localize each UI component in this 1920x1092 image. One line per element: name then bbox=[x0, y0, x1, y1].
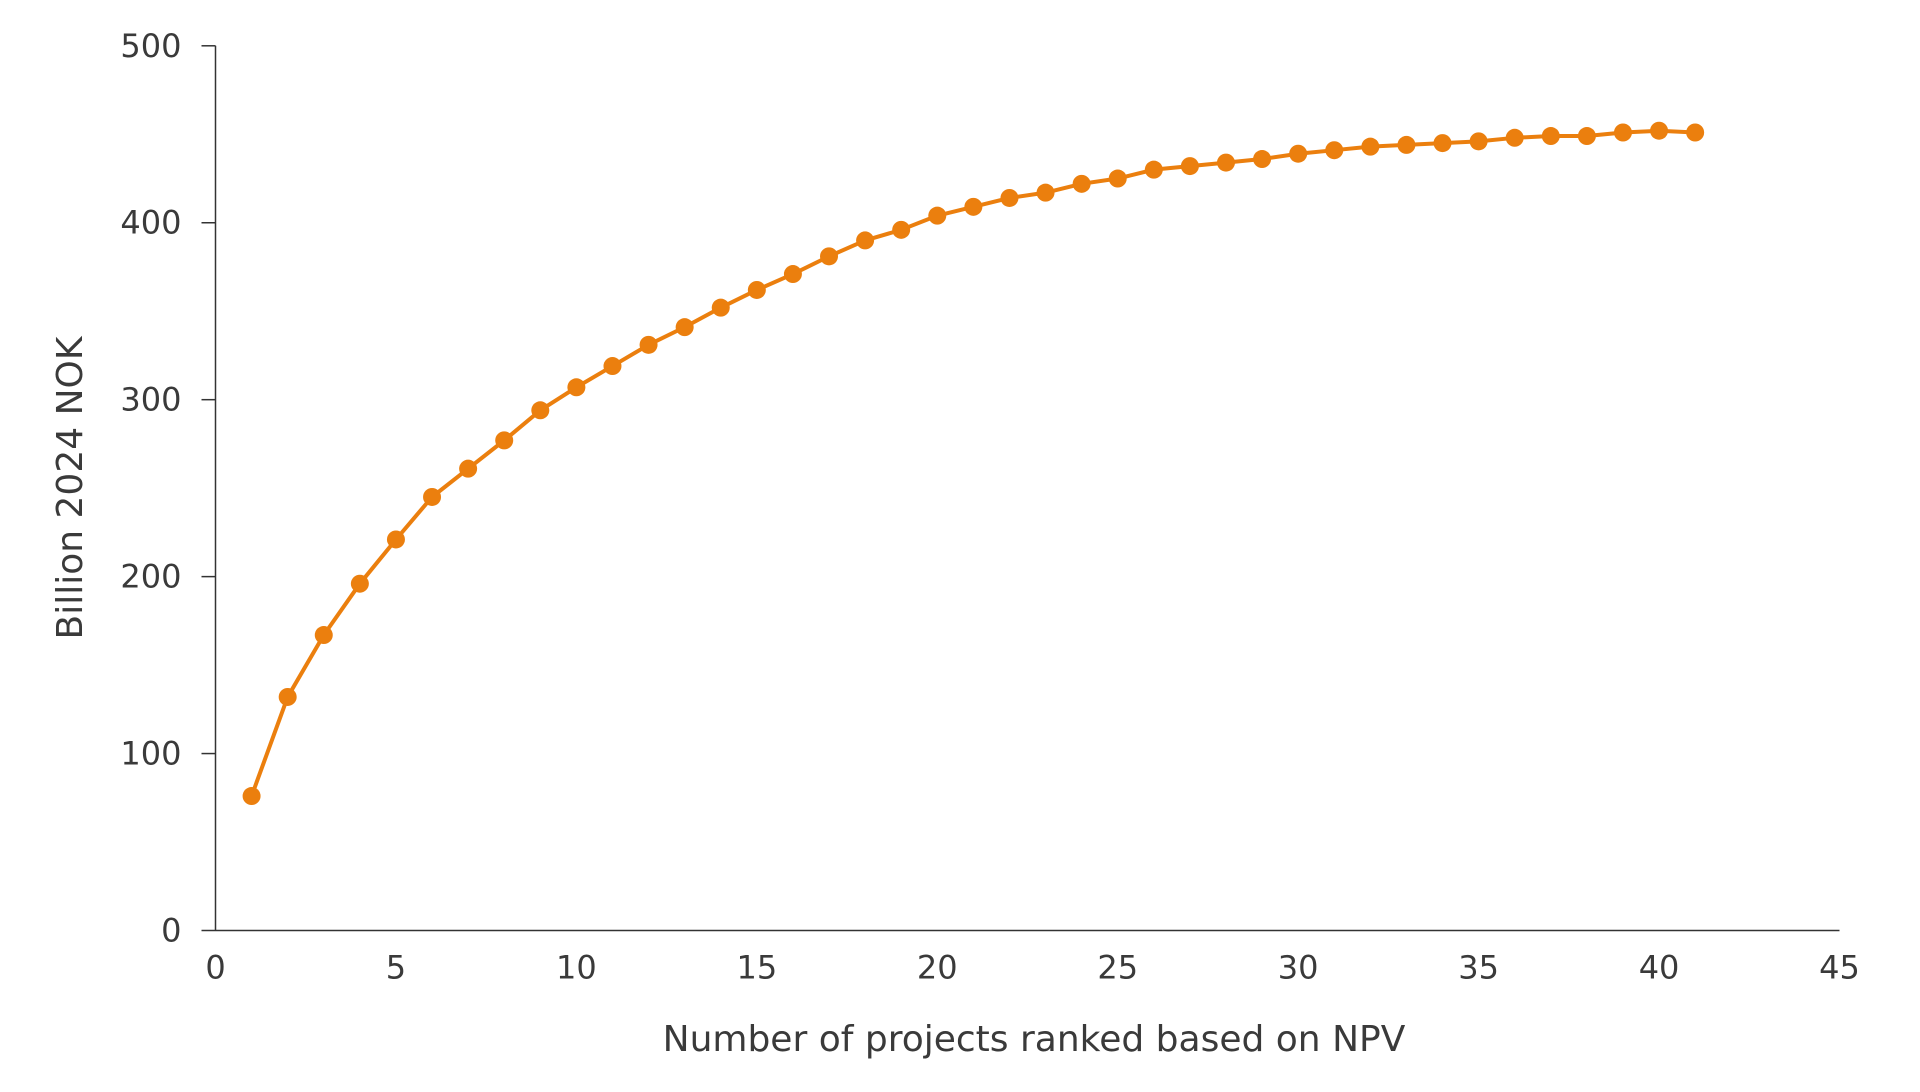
data-point bbox=[1072, 174, 1091, 193]
data-point bbox=[1325, 141, 1344, 160]
data-point bbox=[459, 459, 478, 478]
data-point bbox=[1216, 153, 1235, 172]
x-tick-label: 10 bbox=[556, 949, 597, 987]
y-tick-label: 100 bbox=[120, 735, 181, 773]
tick-labels: 0 5 10 15 20 25 30 35 40 45 0 100 200 300 400 500 bbox=[120, 27, 1859, 987]
x-axis-label: Number of projects ranked based on NPV bbox=[663, 1019, 1406, 1060]
data-point bbox=[928, 206, 947, 225]
data-point bbox=[531, 401, 550, 420]
data-point bbox=[711, 298, 730, 317]
y-tick-label: 300 bbox=[120, 381, 181, 419]
data-point bbox=[1505, 128, 1524, 147]
data-point bbox=[1650, 121, 1669, 140]
data-point bbox=[423, 487, 442, 506]
data-point bbox=[314, 626, 333, 645]
data-point bbox=[1686, 123, 1705, 142]
y-axis-label: Billion 2024 NOK bbox=[50, 335, 91, 639]
data-point bbox=[1577, 127, 1596, 146]
x-tick-label: 15 bbox=[736, 949, 777, 987]
data-point bbox=[964, 197, 983, 216]
data-point bbox=[892, 220, 911, 239]
data-point bbox=[1469, 132, 1488, 151]
axes bbox=[201, 45, 1840, 932]
data-point bbox=[1108, 169, 1127, 188]
series bbox=[242, 121, 1705, 806]
data-point bbox=[1144, 160, 1163, 179]
data-point bbox=[1361, 137, 1380, 156]
x-tick-label: 20 bbox=[917, 949, 958, 987]
x-tick-label: 0 bbox=[205, 949, 225, 987]
y-tick-label: 400 bbox=[120, 204, 181, 242]
data-point bbox=[1180, 157, 1199, 176]
data-point bbox=[1036, 183, 1055, 202]
x-tick-label: 45 bbox=[1819, 949, 1860, 987]
data-point bbox=[856, 231, 875, 250]
y-tick-label: 500 bbox=[120, 27, 181, 65]
data-point bbox=[350, 574, 369, 593]
data-point bbox=[242, 787, 261, 806]
x-tick-label: 5 bbox=[386, 949, 406, 987]
data-point bbox=[1541, 127, 1560, 146]
data-point bbox=[603, 357, 622, 376]
data-point bbox=[1289, 144, 1308, 163]
data-point bbox=[567, 378, 586, 397]
data-point bbox=[278, 687, 297, 706]
data-point bbox=[386, 530, 405, 549]
y-tick-label: 0 bbox=[161, 912, 181, 950]
data-point bbox=[495, 431, 514, 450]
data-point bbox=[639, 335, 658, 354]
x-tick-label: 30 bbox=[1278, 949, 1319, 987]
data-point bbox=[675, 318, 694, 337]
data-point bbox=[783, 265, 802, 284]
data-point bbox=[1433, 134, 1452, 153]
y-tick-label: 200 bbox=[120, 558, 181, 596]
x-tick-label: 35 bbox=[1458, 949, 1499, 987]
data-point bbox=[1613, 123, 1632, 142]
x-tick-label: 25 bbox=[1097, 949, 1138, 987]
data-point bbox=[820, 247, 839, 266]
x-tick-label: 40 bbox=[1639, 949, 1680, 987]
data-point bbox=[1397, 135, 1416, 154]
data-point bbox=[1000, 188, 1019, 207]
data-point bbox=[1253, 150, 1272, 169]
data-point bbox=[747, 280, 766, 299]
